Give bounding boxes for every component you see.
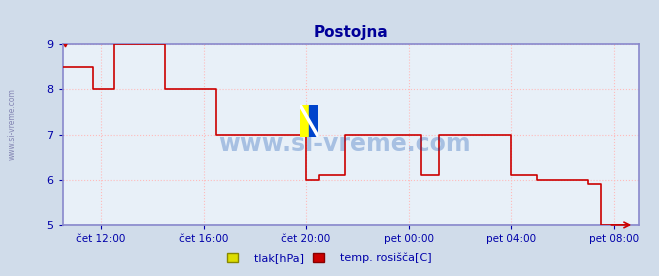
Legend:   tlak[hPa],   temp. rosišča[C]: tlak[hPa], temp. rosišča[C] [223,248,436,268]
Title: Postojna: Postojna [314,25,388,40]
Text: www.si-vreme.com: www.si-vreme.com [218,132,471,156]
Bar [309,105,318,137]
Bar [300,105,309,137]
Text: www.si-vreme.com: www.si-vreme.com [8,88,17,160]
